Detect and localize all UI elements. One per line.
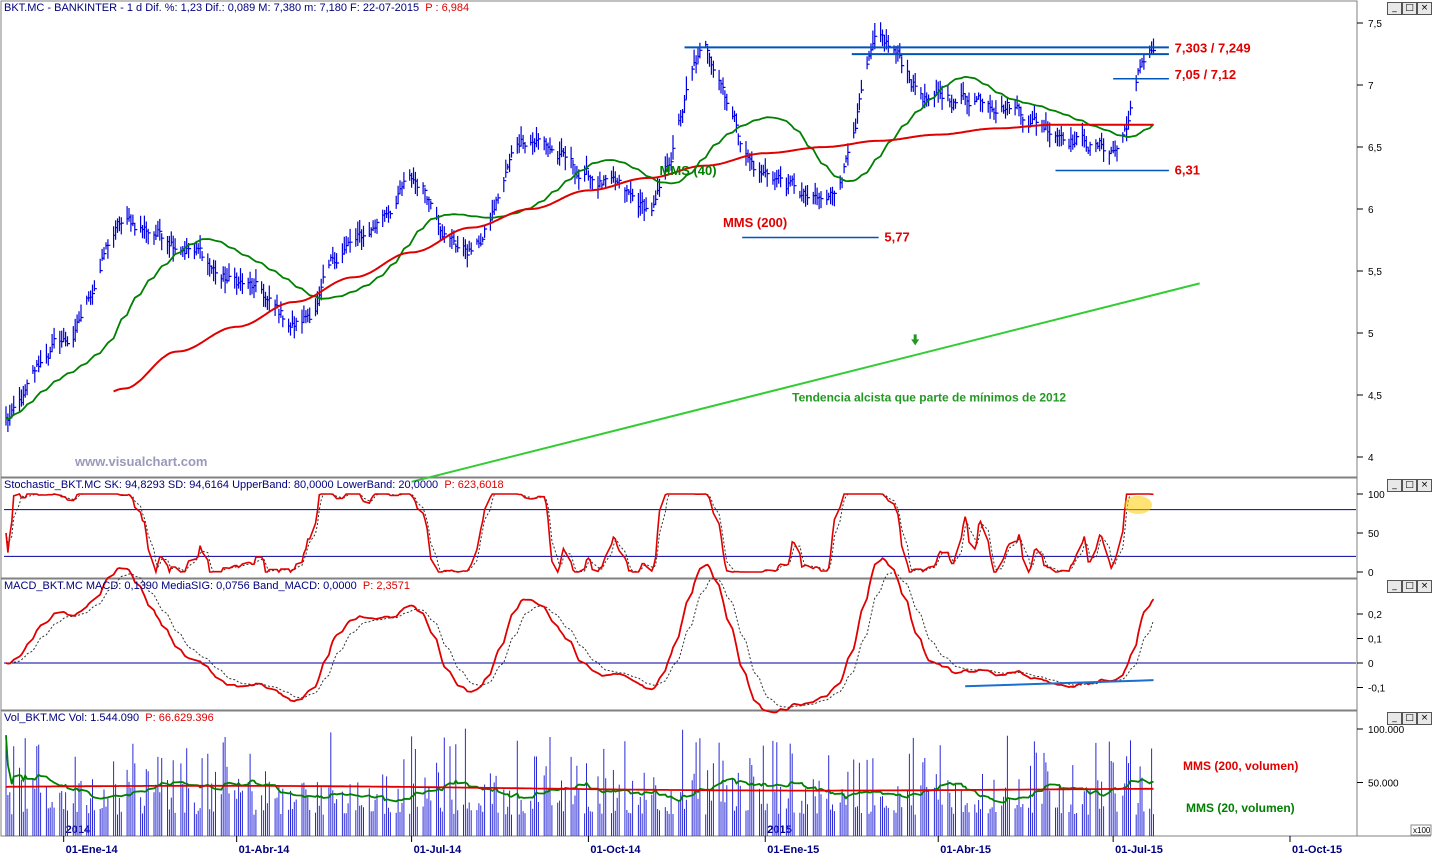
stoch-tick-label: 0 <box>1368 568 1374 579</box>
macd-title-text: MACD_BKT.MC MACD: 0,1390 MediaSIG: 0,075… <box>4 580 357 592</box>
close-button[interactable]: × <box>1417 2 1432 15</box>
maximize-button[interactable]: □ <box>1402 580 1417 593</box>
price-p-label: P : 6,984 <box>425 2 470 14</box>
panel-frames <box>0 0 1431 837</box>
axis-ticks: 7,5 7 6,5 6 5,5 5 4,5 4 100 50 0 0,2 0,1 0 -0,1 100.000… <box>63 19 1432 856</box>
macd-tick-label: 0,2 <box>1368 610 1382 621</box>
x-tick-label: 01-Oct-15 <box>1292 844 1342 856</box>
vol-p-label: P: 66.629.396 <box>145 712 214 724</box>
price-tick-label: 4 <box>1368 453 1374 464</box>
x-tick-label: 01-Oct-14 <box>590 844 641 856</box>
resistance-label-2: 7,05 / 7,12 <box>1175 67 1236 82</box>
price-series <box>5 22 1156 432</box>
stoch-title-text: Stochastic_BKT.MC SK: 94,8293 SD: 94,616… <box>4 479 439 491</box>
macd-line <box>5 557 1155 714</box>
price-panel-title: BKT.MC - BANKINTER - 1 d Dif. %: 1,23 Di… <box>4 2 469 14</box>
vol-mms200-line <box>6 784 1154 792</box>
maximize-button[interactable]: □ <box>1402 712 1417 725</box>
vol-tick-label: 100.000 <box>1368 725 1405 736</box>
stoch-panel-title: Stochastic_BKT.MC SK: 94,8293 SD: 94,616… <box>4 479 504 491</box>
stoch-sd-line <box>5 493 1154 573</box>
stoch-tick-label: 100 <box>1368 490 1385 501</box>
vol-panel-title: Vol_BKT.MC Vol: 1.544.090 P: 66.629.396 <box>4 712 214 724</box>
stoch-sk-line <box>5 493 1154 576</box>
price-tick-label: 6,5 <box>1368 143 1382 154</box>
symbol-label: BKT.MC - BANKINTER <box>4 2 118 14</box>
vol-mms20-line <box>5 735 1154 804</box>
stats-label: - 1 d Dif. %: 1,23 Dif.: 0,089 M: 7,380 … <box>117 2 420 14</box>
annotations: 7,303 / 7,249 7,05 / 7,12 6,31 5,77 MMS (40)… <box>74 40 1251 483</box>
maximize-button[interactable]: □ <box>1402 479 1417 492</box>
stoch-p-label: P: 623,6018 <box>444 479 504 491</box>
trend-arrow-icon <box>911 334 920 346</box>
macd-divergence-line <box>965 679 1154 688</box>
macd-signal-line <box>5 572 1154 708</box>
x-tick-label: 01-Ene-14 <box>66 844 119 856</box>
x-tick-label: 01-Abr-14 <box>239 844 291 856</box>
price-tick-label: 6 <box>1368 205 1374 216</box>
stoch-highlight-marker <box>1124 496 1152 514</box>
price-tick-label: 4,5 <box>1368 391 1382 402</box>
minimize-button[interactable]: _ <box>1387 2 1402 15</box>
trend-line <box>411 282 1200 483</box>
x-tick-label: 01-Abr-15 <box>940 844 991 856</box>
mms200-line <box>113 123 1154 393</box>
support-label-2: 5,77 <box>884 230 909 245</box>
indicator-series: MMS (200, volumen) MMS (20, volumen) <box>4 493 1356 815</box>
macd-tick-label: 0 <box>1368 659 1374 670</box>
minimize-button[interactable]: _ <box>1387 580 1402 593</box>
x-tick-label: 01-Ene-15 <box>767 844 819 856</box>
price-tick-label: 5 <box>1368 329 1374 340</box>
scale-box <box>1410 824 1432 836</box>
close-button[interactable]: × <box>1417 479 1432 492</box>
mms40-line <box>5 75 1155 420</box>
vol-mms200-label: MMS (200, volumen) <box>1183 759 1298 773</box>
macd-p-label: P: 2,3571 <box>362 580 410 592</box>
price-tick-label: 7 <box>1368 81 1374 92</box>
vol-tick-label: 50.000 <box>1368 779 1399 790</box>
mms40-label: MMS (40) <box>660 163 717 178</box>
macd-tick-label: -0,1 <box>1368 684 1386 695</box>
minimize-button[interactable]: _ <box>1387 712 1402 725</box>
scale-note: x100 <box>1413 826 1431 835</box>
close-button[interactable]: × <box>1417 712 1432 725</box>
macd-panel-title: MACD_BKT.MC MACD: 0,1390 MediaSIG: 0,075… <box>4 580 410 592</box>
price-bars <box>5 22 1156 432</box>
support-label-1: 6,31 <box>1175 163 1200 178</box>
price-tick-label: 5,5 <box>1368 267 1382 278</box>
watermark: www.visualchart.com <box>74 454 207 469</box>
stoch-tick-label: 50 <box>1368 529 1380 540</box>
mms200-label: MMS (200) <box>723 215 787 230</box>
x-tick-label: 01-Jul-15 <box>1115 844 1163 856</box>
resistance-label-1: 7,303 / 7,249 <box>1175 40 1251 55</box>
minimize-button[interactable]: _ <box>1387 479 1402 492</box>
close-button[interactable]: × <box>1417 580 1432 593</box>
x-tick-label: 01-Jul-14 <box>414 844 463 856</box>
year-label-2014: 2014 <box>66 824 91 836</box>
macd-tick-label: 0,1 <box>1368 635 1382 646</box>
vol-mms20-label: MMS (20, volumen) <box>1186 801 1295 815</box>
trend-label: Tendencia alcista que parte de mínimos d… <box>792 390 1066 404</box>
vol-title-text: Vol_BKT.MC Vol: 1.544.090 <box>4 712 140 724</box>
price-tick-label: 7,5 <box>1368 19 1382 30</box>
maximize-button[interactable]: □ <box>1402 2 1417 15</box>
